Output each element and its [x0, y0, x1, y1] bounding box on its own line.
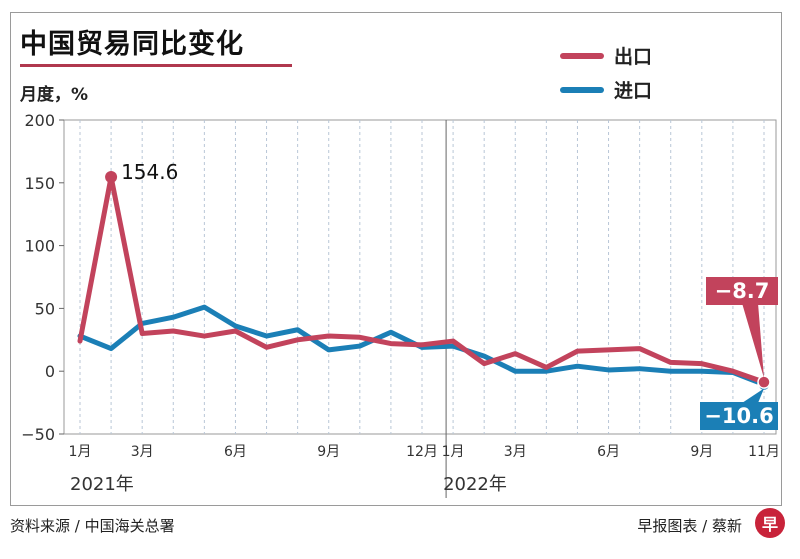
x-tick-label: 3月	[504, 444, 527, 460]
x-tick-label: 9月	[317, 444, 340, 460]
y-tick-label: 0	[45, 362, 55, 381]
y-tick-label: 150	[24, 174, 55, 193]
year-label: 2021年	[70, 474, 134, 495]
y-tick-label: 100	[24, 237, 55, 256]
credit-note: 早报图表 / 蔡新	[637, 517, 742, 535]
legend-import-label: 进口	[614, 80, 653, 102]
export-peak-marker	[105, 171, 118, 184]
export-callout-box	[706, 277, 778, 305]
unit-label: 月度，%	[20, 85, 89, 105]
x-tick-label: 3月	[131, 444, 154, 460]
x-tick-label: 1月	[442, 444, 465, 460]
x-tick-label: 6月	[597, 444, 620, 460]
import-callout-pointer	[742, 388, 764, 403]
x-tick-label: 12月	[406, 444, 438, 460]
x-tick-label: 9月	[690, 444, 713, 460]
x-tick-label: 6月	[224, 444, 247, 460]
legend-import-swatch	[560, 86, 604, 93]
legend-export-label: 出口	[614, 46, 653, 68]
legend-import: 进口	[560, 76, 652, 103]
export-end-label: −8.7	[715, 279, 770, 303]
import-callout-box	[700, 402, 778, 430]
export-line	[77, 174, 767, 385]
x-tick-label: 11月	[748, 444, 780, 460]
chart-title: 中国贸易同比变化	[20, 29, 244, 60]
chart-frame	[10, 12, 782, 506]
export-callout-pointer	[742, 303, 764, 379]
y-tick-label: −50	[21, 425, 55, 444]
peak-data-label: 154.6	[121, 160, 178, 184]
legend-export-swatch	[560, 52, 604, 59]
title-underline	[20, 64, 292, 67]
import-end-label: −10.6	[704, 404, 773, 428]
y-tick-label: 200	[24, 111, 55, 130]
x-tick-label: 1月	[69, 444, 92, 460]
y-tick-label: 50	[35, 299, 55, 318]
import-line	[77, 304, 767, 388]
legend-export: 出口	[560, 42, 652, 69]
year-label: 2022年	[443, 474, 507, 495]
zaobao-logo: 早	[755, 508, 785, 538]
source-note: 资料来源 / 中国海关总署	[10, 517, 175, 535]
export-end-marker	[757, 375, 771, 389]
